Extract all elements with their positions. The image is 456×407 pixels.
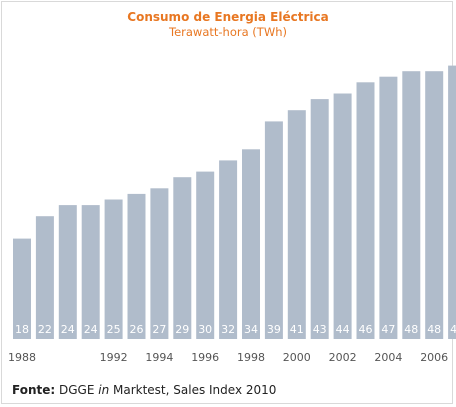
bar-label-2005: 48 bbox=[404, 323, 418, 336]
bar-2004 bbox=[379, 76, 398, 339]
source-text-before: DGGE bbox=[55, 383, 99, 397]
bar-label-1997: 32 bbox=[221, 323, 235, 336]
bar-1999 bbox=[264, 121, 283, 340]
x-tick-1988: 1988 bbox=[8, 351, 36, 364]
bar-1988 bbox=[13, 238, 31, 339]
bar-1992 bbox=[104, 199, 123, 339]
bar-label-2006: 48 bbox=[427, 323, 441, 336]
bar-1995 bbox=[173, 177, 192, 339]
bar-label-1989: 22 bbox=[38, 323, 52, 336]
bar-2003 bbox=[356, 82, 375, 340]
bar-label-1988: 18 bbox=[15, 323, 29, 336]
bar-label-1998: 34 bbox=[244, 323, 258, 336]
bar-2002 bbox=[333, 93, 352, 339]
bar-label-1994: 27 bbox=[152, 323, 166, 336]
x-tick-1996: 1996 bbox=[191, 351, 219, 364]
x-tick-1998: 1998 bbox=[237, 351, 265, 364]
bar-label-2000: 41 bbox=[290, 323, 304, 336]
bar-label-1991: 24 bbox=[84, 323, 98, 336]
bar-label-1990: 24 bbox=[61, 323, 75, 336]
bar-1989 bbox=[35, 216, 54, 339]
source-note: Fonte: DGGE in Marktest, Sales Index 201… bbox=[12, 383, 276, 397]
bar-label-2001: 43 bbox=[313, 323, 327, 336]
x-tick-1994: 1994 bbox=[145, 351, 173, 364]
bar-label-1996: 30 bbox=[198, 323, 212, 336]
bar-label-2003: 46 bbox=[359, 323, 373, 336]
source-label: Fonte: bbox=[12, 383, 56, 397]
bar-label-1995: 29 bbox=[175, 323, 189, 336]
bar-1996 bbox=[196, 171, 215, 339]
x-tick-2002: 2002 bbox=[329, 351, 357, 364]
bar-label-1999: 39 bbox=[267, 323, 281, 336]
bar-1991 bbox=[81, 205, 100, 339]
bar-2007 bbox=[448, 65, 456, 339]
chart-title: Consumo de Energia Eléctrica bbox=[127, 10, 329, 24]
bar-2006 bbox=[425, 71, 444, 339]
x-tick-2000: 2000 bbox=[283, 351, 311, 364]
source-text-after: Marktest, Sales Index 2010 bbox=[109, 383, 277, 397]
source-text-italic: in bbox=[98, 383, 110, 397]
bar-label-1993: 26 bbox=[130, 323, 144, 336]
x-tick-2004: 2004 bbox=[374, 351, 402, 364]
bar-1993 bbox=[127, 193, 146, 339]
x-axis-ticks-group: 1988199219941996199820002002200420062008 bbox=[8, 351, 448, 364]
bar-2005 bbox=[402, 71, 421, 339]
bars-group bbox=[13, 65, 456, 340]
bar-1994 bbox=[150, 188, 169, 339]
chart-subtitle: Terawatt-hora (TWh) bbox=[169, 25, 287, 39]
bar-label-2007: 49 bbox=[450, 323, 456, 336]
bar-label-2004: 47 bbox=[381, 323, 395, 336]
bar-labels-group: 18 22 24 24 25 26 27 29 30 32 34 39 41 43 44 46 47 48 48 49… bbox=[15, 323, 456, 336]
bar-1998 bbox=[242, 149, 260, 339]
bar-2000 bbox=[287, 110, 306, 339]
bar-2001 bbox=[310, 99, 329, 339]
bar-label-1992: 25 bbox=[107, 323, 121, 336]
x-tick-1992: 1992 bbox=[100, 351, 128, 364]
x-tick-2006: 2006 bbox=[420, 351, 448, 364]
bar-label-2002: 44 bbox=[336, 323, 350, 336]
bar-1990 bbox=[58, 205, 77, 339]
bar-1997 bbox=[219, 160, 238, 339]
